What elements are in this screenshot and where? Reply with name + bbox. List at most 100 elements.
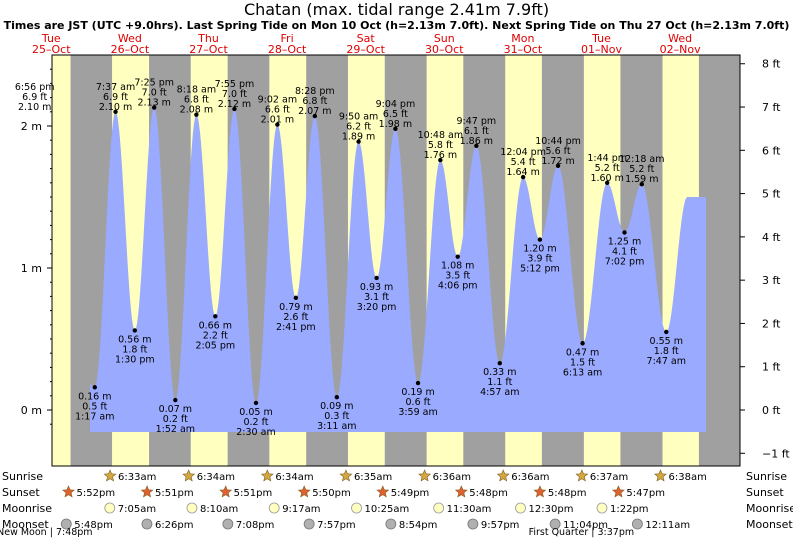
low-tide-metres: 1.08 m (441, 261, 474, 272)
sunrise-time: 6:36am (433, 472, 471, 483)
high-tide-time: 10:48 am (418, 130, 463, 141)
low-tide-metres: 1.25 m (608, 237, 641, 248)
moonset-time: 9:57pm (481, 520, 520, 531)
high-tide-time: 10:44 pm (535, 136, 581, 147)
high-tide-time: 9:02 am (258, 95, 297, 106)
row-label-right: Moonset (746, 518, 793, 531)
sunset-icon (297, 485, 311, 498)
chart-subtitle: Times are JST (UTC +9.0hrs). Last Spring… (3, 19, 790, 32)
high-tide-point (393, 126, 398, 132)
left-axis-tick-label: 2 m (21, 120, 42, 133)
high-tide-feet: 6.8 ft (302, 96, 327, 107)
row-label-right: Moonrise (746, 502, 793, 515)
right-axis-tick-label: 8 ft (762, 58, 781, 71)
low-tide-feet: 3.9 ft (527, 254, 552, 265)
high-tide-point (520, 174, 526, 180)
high-tide-feet: 5.4 ft (511, 157, 536, 168)
low-tide-time: 1:30 pm (115, 354, 155, 365)
low-tide-metres: 1.20 m (523, 244, 556, 255)
low-tide-feet: 0.2 ft (243, 417, 268, 428)
day-of-week-label: Wed (668, 32, 692, 45)
high-tide-time: 9:50 am (339, 112, 378, 123)
day-of-week-label: Sat (357, 32, 376, 45)
sunrise-icon (575, 469, 589, 482)
date-label: 29–Oct (346, 43, 385, 56)
moonrise-icon (104, 502, 116, 514)
sunset-time: 5:49pm (391, 488, 430, 499)
moonrise-time: 1:22pm (610, 504, 649, 515)
high-tide-point (604, 180, 610, 185)
high-tide-metres: 1.64 m (506, 167, 539, 178)
sunrise-icon (418, 469, 432, 482)
sunset-time: 5:48pm (469, 488, 508, 499)
high-tide-time: 8:28 pm (295, 86, 335, 97)
high-tide-point (312, 113, 318, 119)
moonset-time: 7:08pm (236, 520, 275, 531)
left-axis-tick-label: 1 m (21, 262, 42, 275)
high-tide-metres: 1.98 m (379, 119, 412, 130)
low-tide-point (293, 295, 299, 301)
plot-area (52, 55, 740, 466)
right-axis-tick-label: 7 ft (762, 101, 781, 114)
high-tide-point (152, 105, 157, 110)
right-axis-tick-label: 1 ft (762, 361, 781, 374)
low-tide-time: 5:12 pm (520, 264, 560, 275)
date-label: 25–Oct (32, 43, 71, 56)
high-tide-feet: 6.9 ft (22, 92, 47, 103)
high-tide-point (555, 163, 561, 168)
high-tide-point (474, 143, 479, 149)
high-tide-metres: 2.07 m (298, 106, 331, 117)
sunset-time: 5:52pm (77, 488, 116, 499)
high-tide-metres: 2.13 m (137, 98, 170, 109)
high-tide-metres: 1.59 m (625, 174, 658, 185)
low-tide-time: 2:05 pm (195, 340, 235, 351)
low-tide-time: 3:11 am (317, 421, 356, 432)
low-tide-point (664, 329, 669, 335)
low-tide-point (455, 254, 460, 259)
moonset-icon (549, 518, 561, 530)
day-of-week-label: Thu (197, 32, 219, 45)
high-tide-feet: 6.6 ft (265, 105, 290, 116)
moonrise-time: 8:10am (200, 504, 238, 515)
day-of-week-label: Wed (118, 32, 142, 45)
right-axis-tick-label: 5 ft (762, 188, 781, 201)
plot-border (51, 54, 741, 467)
high-tide-metres: 1.76 m (424, 150, 457, 161)
high-tide-feet: 5.6 ft (546, 146, 571, 157)
low-tide-point (132, 328, 138, 333)
sunset-icon (376, 485, 390, 498)
sunset-time: 5:51pm (155, 488, 194, 499)
low-tide-point (173, 397, 178, 403)
low-tide-point (497, 360, 503, 366)
row-label-left: Sunset (2, 486, 40, 499)
high-tide-time: 7:25 pm (134, 78, 174, 89)
low-tide-point (374, 275, 379, 281)
high-tide-metres: 2.10 m (99, 102, 132, 113)
day-of-week-label: Sun (434, 32, 455, 45)
high-tide-feet: 7.0 ft (142, 88, 167, 99)
high-tide-metres: 1.60 m (590, 173, 623, 184)
sunset-time: 5:51pm (234, 488, 273, 499)
low-tide-feet: 1.8 ft (122, 344, 147, 355)
low-tide-time: 3:20 pm (357, 302, 397, 313)
moonset-icon (631, 518, 643, 530)
high-tide-point (356, 139, 361, 144)
low-tide-time: 7:47 am (647, 356, 686, 367)
moon-phase-note: First Quarter | 3:37pm (529, 527, 635, 538)
high-tide-metres: 2.12 m (218, 99, 251, 110)
date-label: 26–Oct (111, 43, 150, 56)
sunrise-time: 6:36am (511, 472, 549, 483)
sunrise-icon (182, 469, 196, 482)
right-axis-tick-label: 0 ft (762, 404, 781, 417)
low-tide-time: 2:30 am (236, 427, 275, 438)
low-tide-metres: 0.09 m (320, 401, 353, 412)
high-tide-time: 12:04 pm (500, 147, 546, 158)
low-tide-metres: 0.19 m (401, 387, 434, 398)
high-tide-metres: 1.86 m (460, 136, 493, 147)
moonrise-icon (596, 502, 608, 514)
moonrise-time: 12:30pm (529, 504, 574, 515)
sunset-time: 5:50pm (312, 488, 351, 499)
moon-phase-note: New Moon | 7:48pm (0, 527, 93, 538)
